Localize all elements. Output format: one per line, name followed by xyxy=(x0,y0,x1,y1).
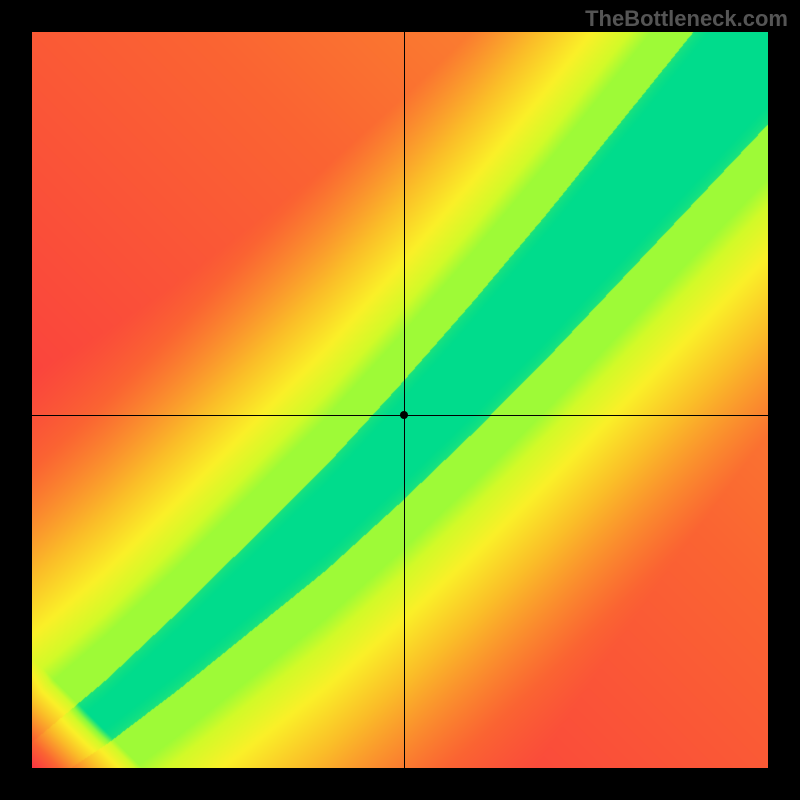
watermark-text: TheBottleneck.com xyxy=(585,6,788,32)
crosshair-vertical xyxy=(404,32,405,768)
heatmap-canvas xyxy=(32,32,768,768)
crosshair-marker xyxy=(400,411,408,419)
heatmap-chart xyxy=(32,32,768,768)
